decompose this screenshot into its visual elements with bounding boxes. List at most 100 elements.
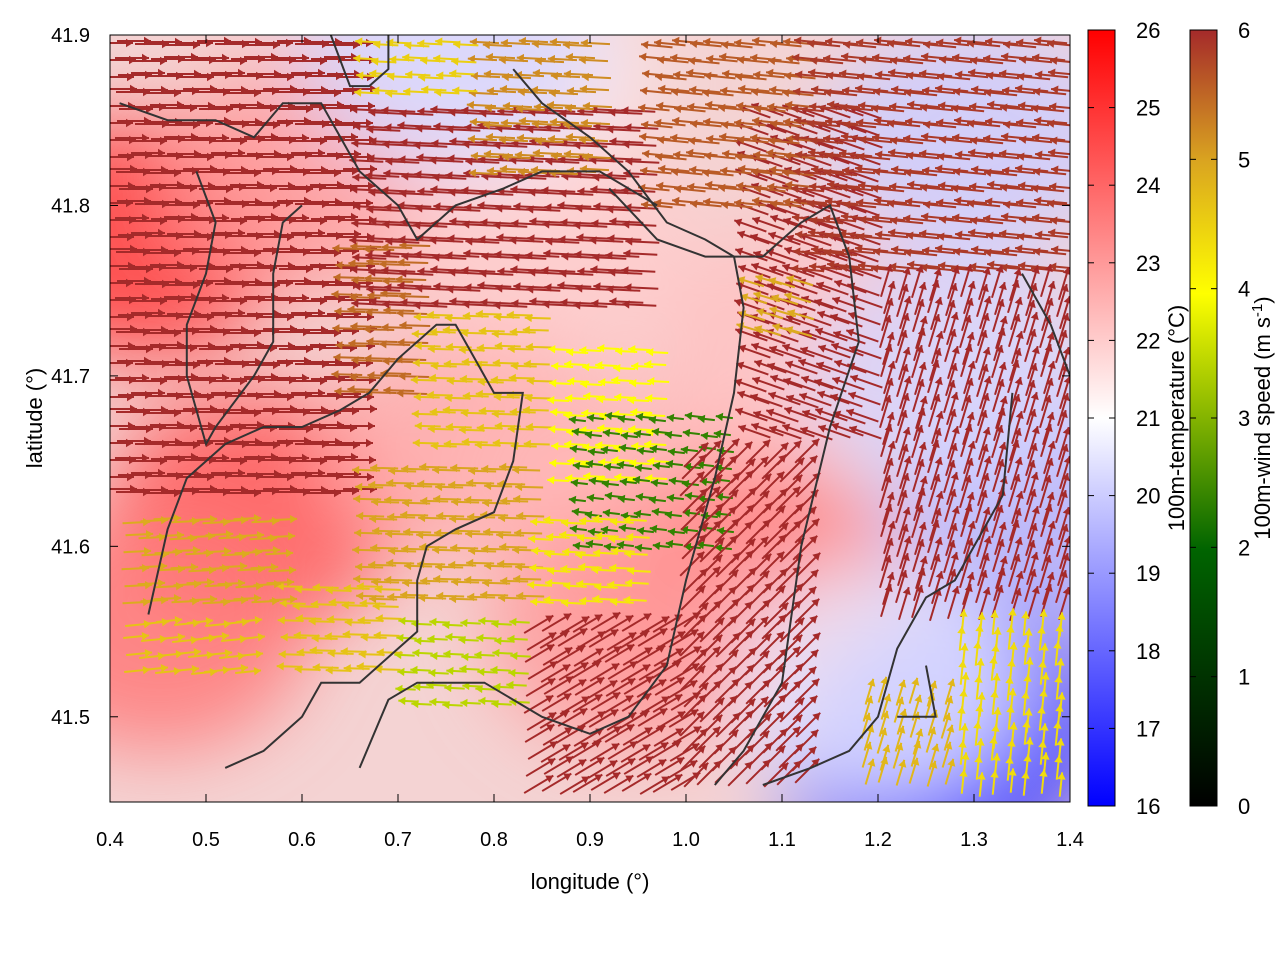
wind-arrow [412, 358, 439, 368]
colorbar-tick-label: 23 [1136, 251, 1160, 276]
wind-arrow [597, 424, 620, 433]
wind-arrow [333, 353, 365, 362]
colorbar-tick-label: 4 [1238, 277, 1250, 302]
wind-arrow [351, 356, 383, 365]
wind-arrow [602, 428, 620, 438]
wind-arrow [579, 346, 602, 355]
wind-arrow [549, 379, 572, 388]
wind-arrow [629, 379, 652, 388]
wind-arrow [462, 311, 489, 321]
x-tick-label: 0.7 [384, 829, 412, 851]
colorbar-tick-label: 26 [1136, 18, 1160, 43]
wind-arrow [339, 438, 373, 448]
y-tick-label: 41.8 [51, 195, 90, 217]
wind-arrow [682, 428, 700, 438]
wind-arrow [490, 375, 517, 385]
wind-arrow [411, 409, 438, 419]
wind-arrow [334, 387, 366, 396]
x-tick-label: 1.4 [1056, 829, 1084, 851]
x-tick-label: 0.5 [192, 829, 220, 851]
wind-arrow [507, 344, 534, 354]
wind-arrow [342, 455, 376, 465]
wind-arrow [611, 376, 634, 385]
wind-arrow [332, 244, 364, 253]
wind-arrow [647, 377, 670, 386]
wind-arrow [341, 421, 375, 431]
colorbar-tick-label: 20 [1136, 484, 1160, 509]
wind-arrow [564, 360, 587, 369]
wind-colorbar-label-main: 100m-wind speed (m s [1250, 317, 1275, 540]
wind-arrow [365, 308, 397, 317]
wind-arrow [635, 412, 653, 422]
y-tick-label: 41.6 [51, 536, 90, 558]
wind-arrow [494, 341, 521, 351]
wind-arrow [458, 425, 485, 435]
x-tick-label: 1.3 [960, 829, 988, 851]
wind-arrow [700, 431, 718, 441]
colorbar-tick-label: 1 [1238, 665, 1250, 690]
plot-area: 0.4 0.5 0.6 0.7 0.8 0.9 1.0 1.1 1.2 1.3 1.4 41.5 41… [22, 25, 1084, 894]
x-tick-label: 1.0 [672, 829, 700, 851]
y-axis-label: latitude (°) [22, 368, 47, 469]
wind-arrow [397, 338, 429, 347]
wind-arrow [565, 474, 588, 483]
wind-arrow [380, 289, 412, 298]
wind-arrow [460, 408, 487, 418]
wind-arrow [413, 312, 440, 322]
wind-arrow [617, 414, 635, 424]
wind-arrow [442, 325, 469, 335]
wind-arrow [445, 422, 472, 432]
wind-arrow [697, 414, 715, 424]
wind-arrow [523, 439, 550, 449]
wind-arrow [491, 329, 518, 339]
wind-arrow [381, 243, 413, 252]
wind-arrow [613, 364, 636, 373]
wind-colorbar: 0 1 2 3 4 5 6 100m-wind speed (m s-1) [1189, 18, 1275, 819]
wind-arrow [442, 405, 469, 415]
wind-arrow [596, 395, 619, 404]
wind-arrow [334, 307, 366, 316]
wind-arrow [413, 392, 440, 402]
wind-arrow [506, 310, 533, 320]
wind-arrow [396, 389, 428, 398]
wind-arrow [366, 337, 398, 346]
wind-arrow [568, 415, 586, 425]
wind-arrow [426, 310, 453, 320]
wind-arrow [491, 409, 518, 419]
wind-arrow [478, 326, 505, 336]
wind-arrow [460, 328, 487, 338]
wind-arrow [426, 390, 453, 400]
wind-arrow [443, 359, 470, 369]
wind-arrow [428, 373, 455, 383]
colorbar-tick-label: 0 [1238, 794, 1250, 819]
wind-arrow [397, 258, 429, 267]
wind-arrow [629, 459, 652, 468]
wind-arrow [444, 393, 471, 403]
colorbar-tick-label: 16 [1136, 794, 1160, 819]
wind-arrow [524, 393, 551, 403]
wind-arrow [644, 360, 667, 369]
wind-arrow [509, 327, 536, 337]
wind-arrow [595, 361, 618, 370]
wind-arrow [341, 181, 375, 191]
wind-arrow [340, 472, 374, 482]
wind-arrow [339, 118, 373, 128]
colorbar-tick-label: 21 [1136, 406, 1160, 431]
wind-arrow [565, 394, 588, 403]
wind-arrow [381, 323, 413, 332]
x-tick-label: 1.1 [768, 829, 796, 851]
wind-arrow [343, 84, 377, 94]
wind-arrow [459, 374, 486, 384]
wind-vector-field [110, 36, 1070, 797]
colorbar-tick-label: 25 [1136, 96, 1160, 121]
wind-arrow [713, 429, 731, 439]
wind-arrow [571, 427, 589, 437]
wind-arrow [581, 409, 604, 418]
x-tick-label: 0.4 [96, 829, 124, 851]
colorbar-tick-label: 18 [1136, 639, 1160, 664]
wind-arrow [493, 392, 520, 402]
wind-arrow [382, 277, 414, 286]
wind-arrow [331, 290, 363, 299]
y-tick-label: 41.5 [51, 707, 90, 729]
